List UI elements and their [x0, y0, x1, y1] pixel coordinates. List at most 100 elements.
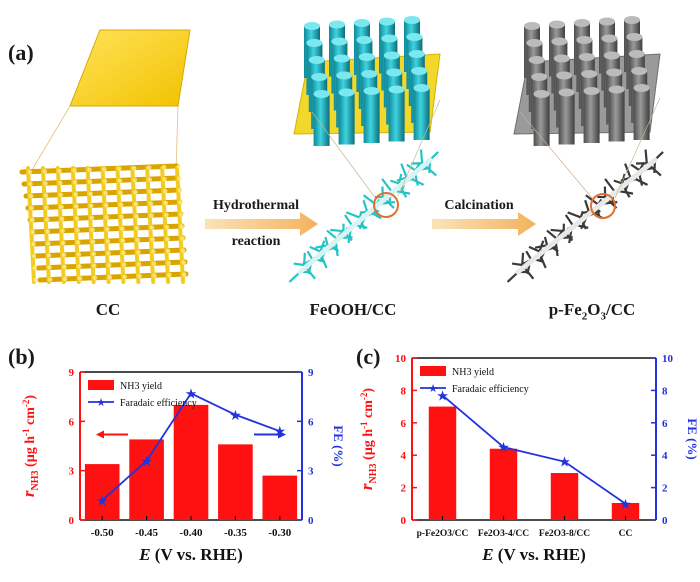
bar [550, 473, 579, 520]
feooh-zoom-circle [373, 192, 399, 218]
pfe2o3-rod-top [583, 87, 600, 95]
feooh-rod-top [379, 17, 395, 26]
bar [489, 448, 518, 520]
cc-mesh-knot [152, 273, 157, 278]
fe-point: ★ [140, 455, 153, 470]
cc-mesh-knot [135, 237, 141, 243]
cc-mesh-knot [178, 188, 183, 193]
cc-mesh-knot [102, 167, 107, 172]
left-tick-label: 9 [69, 367, 75, 379]
feooh-rod-top [306, 39, 323, 47]
cc-sheet [69, 29, 191, 107]
stage-label-pfe2o3-sub2: 2 [581, 310, 588, 323]
panel-a-letter: (a) [8, 40, 34, 65]
cc-mesh-knot [105, 227, 110, 232]
left-tick-label: 8 [401, 385, 407, 397]
feooh-fiber-core [297, 157, 433, 275]
fe-line [101, 392, 281, 501]
stage-label-pfe2o3-tail: /CC [606, 300, 636, 319]
cc-mesh-knot [75, 228, 80, 233]
bar [129, 439, 164, 520]
chart-b: 0 3 6 9 0 3 6 9 -0.50 -0.45 -0.40 -0.35 -0.30 ★ ★ ★ ★ ★ NH… [19, 367, 346, 564]
cc-mesh-knot [182, 272, 187, 277]
cc-mesh-knot [137, 273, 142, 279]
feooh-rod-top [311, 73, 328, 81]
cc-mesh-knot [103, 191, 108, 196]
cc-mesh-knot [73, 192, 79, 197]
cc-mesh-knot [164, 224, 170, 230]
x-tick-label: -0.30 [268, 527, 291, 539]
feooh-rod [363, 91, 380, 143]
cc-mesh-knot [44, 205, 49, 210]
pfe2o3-rod-top [626, 33, 643, 41]
cc-mesh-knot [32, 265, 37, 271]
cc-mesh-knot [134, 213, 139, 219]
feooh-rod-top [304, 22, 320, 30]
cc-mesh-knot [88, 191, 94, 196]
pfe2o3-nanorod-array [513, 16, 661, 146]
x-tick-label: -0.40 [180, 527, 203, 539]
left-tick-label: 0 [401, 515, 407, 527]
cc-mesh-knot [42, 169, 48, 174]
feooh-rod [388, 89, 405, 142]
cc-mesh-knot [105, 239, 111, 244]
cc-mesh-knot [46, 241, 51, 246]
panel-b-letter: (b) [8, 344, 35, 369]
cc-mesh-knot [59, 204, 64, 210]
hydrothermal-label: Hydrothermal [212, 198, 300, 213]
y-axis-label: rNH3 (µg h-1 cm-2) [357, 388, 379, 491]
cc-mesh-knot [136, 261, 142, 267]
pfe2o3-rod-top [603, 51, 620, 60]
feooh-nanorod-array [293, 16, 441, 146]
cc-mesh-knot [151, 261, 157, 266]
cc-mesh-knot [181, 248, 186, 253]
feooh-rod [413, 88, 430, 140]
x-tick-label: p-Fe2O3/CC [417, 529, 469, 539]
cc-mesh-knot [27, 169, 33, 175]
cc-mesh-warp [70, 166, 81, 284]
cc-mesh-knot [76, 252, 82, 257]
left-tick-label: 6 [401, 418, 407, 430]
cc-guide-right [175, 105, 179, 171]
cc-mesh-warp [85, 166, 96, 284]
cc-mesh-knot [148, 189, 153, 194]
feooh-rod-top [308, 56, 325, 64]
cc-mesh-knot [121, 250, 126, 255]
cc-mesh-knot [119, 214, 125, 219]
cc-mesh-knot [117, 166, 122, 171]
cc-mesh-knot [117, 178, 123, 183]
pfe2o3-rod-top [531, 73, 548, 81]
y-axis-label: rNH3 (µg h-1 cm-2) [19, 395, 41, 498]
feooh-rod-top [356, 36, 373, 44]
x-axis-label: E (V vs. RHE) [138, 545, 243, 564]
pfe2o3-rod-top [631, 67, 648, 75]
bar [84, 464, 120, 520]
feooh-rod-top [361, 70, 378, 78]
cc-mesh-knot [77, 276, 83, 281]
cc-mesh-knot [176, 164, 182, 169]
reaction-label: reaction [231, 234, 281, 249]
legend-star: ★ [428, 383, 438, 395]
cc-mesh-knot [33, 277, 38, 283]
right-tick-label: 10 [662, 353, 674, 365]
cc-mesh-knot [60, 228, 65, 234]
feooh-rod-top [329, 20, 345, 29]
bar [218, 444, 253, 520]
right-tick-label: 6 [308, 416, 314, 428]
cc-mesh-knot [58, 192, 64, 198]
x-axis-label: E (V vs. RHE) [481, 545, 586, 564]
cc-mesh-warp [100, 166, 111, 284]
cc-mesh-knot [48, 277, 53, 282]
cc-mesh-knot [102, 179, 108, 184]
cc-mesh-knot [43, 193, 49, 198]
cc-mesh-knot [31, 241, 36, 247]
feooh-rod [338, 92, 355, 145]
right-tick-label: 3 [308, 466, 314, 478]
right-tick-label: 0 [662, 515, 668, 527]
pfe2o3-guide-left [519, 111, 593, 199]
stage-label-pfe2o3-sub3: 3 [600, 310, 607, 323]
pfe2o3-rod-top [553, 54, 570, 63]
cc-mesh-knot [60, 216, 65, 222]
fe-point: ★ [619, 498, 632, 513]
pfe2o3-rod-top [599, 17, 615, 26]
